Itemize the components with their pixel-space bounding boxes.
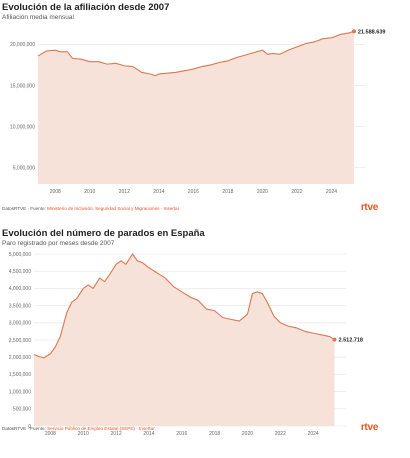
x-tick-label: 2020 (242, 431, 253, 437)
x-tick-label: 2024 (326, 189, 337, 195)
x-tick-label: 2018 (209, 431, 220, 437)
x-tick-label: 2014 (153, 189, 164, 195)
x-tick-label: 2012 (119, 189, 130, 195)
x-tick-label: 2016 (188, 189, 199, 195)
rtve-logo: rtve (360, 202, 378, 213)
x-tick-label: 2010 (78, 431, 89, 437)
source-prefix: DatosRTVE · Fuente: (2, 206, 48, 211)
chart-source: DatosRTVE · Fuente: Servicio Público de … (2, 426, 155, 431)
parados-chart: 0 500,000 1,000,000 1,500,000 2,000,000 2,500… (9, 252, 363, 437)
y-tick-label: 3,000,000 (9, 321, 31, 327)
plot-area: 0 500,000 1,000,000 1,500,000 2,000,000 2,500… (9, 252, 363, 437)
y-tick-label: 500,000 (13, 407, 31, 413)
afiliacion-chart: 5,000,000 10,000,000 15,000,000 20,000,000 2… (10, 29, 385, 195)
end-point (351, 29, 356, 34)
parados-chart-panel: Evolución del número de parados en Españ… (0, 226, 410, 458)
source-link[interactable]: Ministerio de Inclusión, Seguridad Socia… (47, 206, 180, 211)
y-tick-label: 2,000,000 (9, 355, 31, 361)
x-tick-label: 2012 (111, 431, 122, 437)
rtve-logo: rtve (360, 422, 378, 433)
x-tick-label: 2022 (275, 431, 286, 437)
chart-title: Evolución del número de parados en Españ… (2, 228, 205, 239)
y-tick-label: 2,500,000 (9, 338, 31, 344)
x-tick-label: 2016 (176, 431, 187, 437)
chart-subtitle: Paro registrado por meses desde 2007 (2, 240, 115, 247)
source-prefix: DatosRTVE · Fuente: (2, 426, 48, 431)
end-value-label: 21.588.639 (358, 29, 386, 35)
end-point (332, 337, 337, 342)
y-tick-label: 3,500,000 (9, 303, 31, 309)
x-tick-label: 2022 (291, 189, 302, 195)
y-tick-label: 1,000,000 (9, 389, 31, 395)
series-area (34, 254, 335, 426)
series-line (33, 253, 335, 359)
x-tick-label: 2014 (143, 431, 154, 437)
source-link[interactable]: Servicio Público de Empleo Estatal (SEPE… (47, 426, 155, 431)
x-tick-label: 2010 (84, 189, 95, 195)
y-tick-label: 15,000,000 (10, 83, 35, 89)
chart-subtitle: Afiliación media mensual (2, 14, 74, 21)
series-area (38, 31, 354, 185)
series-line (37, 30, 355, 77)
y-tick-label: 10,000,000 (10, 124, 35, 130)
y-tick-label: 20,000,000 (10, 42, 35, 48)
y-tick-label: 5,000,000 (13, 165, 35, 171)
x-tick-label: 2020 (257, 189, 268, 195)
chart-title: Evolución de la afiliación desde 2007 (2, 2, 170, 13)
x-tick-label: 2024 (308, 431, 319, 437)
x-tick-label: 2008 (50, 189, 61, 195)
y-tick-label: 4,500,000 (9, 269, 31, 275)
x-tick-label: 2018 (222, 189, 233, 195)
y-tick-label: 1,500,000 (9, 372, 31, 378)
plot-area: 5,000,000 10,000,000 15,000,000 20,000,000 2… (10, 29, 385, 195)
y-tick-label: 0 (28, 424, 31, 430)
x-tick-label: 2008 (45, 431, 56, 437)
y-tick-label: 4,000,000 (9, 286, 31, 292)
end-value-label: 2.512.718 (339, 338, 363, 344)
afiliacion-chart-panel: Evolución de la afiliación desde 2007 Af… (0, 0, 410, 222)
y-tick-label: 5,000,000 (9, 252, 31, 258)
chart-source: DatosRTVE · Fuente: Ministerio de Inclus… (2, 206, 179, 211)
